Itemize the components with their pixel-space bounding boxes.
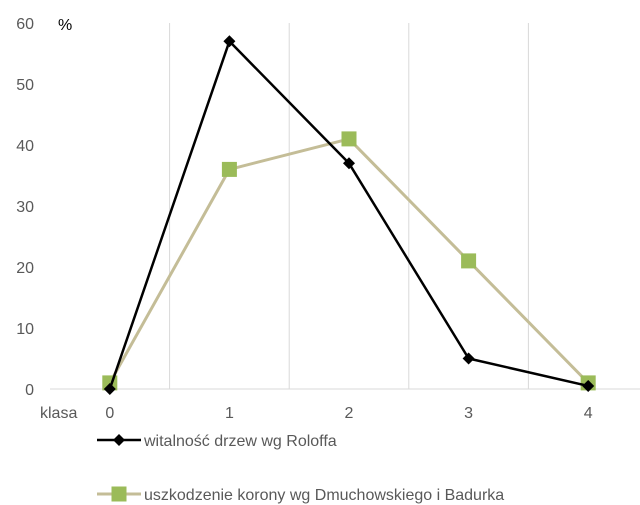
x-tick-label: 2	[345, 405, 354, 422]
legend-marker	[111, 486, 127, 502]
y-axis-unit-label: %	[58, 17, 72, 34]
series-1	[103, 35, 595, 395]
series-line	[108, 40, 589, 390]
y-axis-tick-labels: 0 10 20 30 40 50 60	[16, 16, 34, 399]
vertical-gridlines	[169, 23, 529, 389]
legend-label: uszkodzenie korony wg Dmuchowskiego i Ba…	[144, 487, 504, 504]
data-point	[223, 35, 236, 48]
x-tick-label: 3	[464, 405, 473, 422]
y-tick-label: 0	[25, 382, 34, 399]
legend-item-1: witalność drzew wg Roloffa	[97, 433, 337, 450]
y-tick-label: 40	[16, 138, 34, 155]
legend: witalność drzew wg Roloffa uszkodzenie ko…	[97, 433, 504, 504]
y-tick-label: 30	[16, 199, 34, 216]
y-tick-label: 60	[16, 16, 34, 33]
y-tick-label: 50	[16, 77, 34, 94]
series-2	[102, 131, 596, 391]
data-series	[102, 35, 596, 395]
legend-item-2: uszkodzenie korony wg Dmuchowskiego i Ba…	[97, 486, 504, 504]
series-line	[108, 137, 590, 384]
x-tick-label: 0	[105, 405, 114, 422]
x-axis-title: klasa	[40, 405, 77, 422]
x-axis-tick-labels: 0 1 2 3 4	[105, 405, 592, 422]
data-point	[462, 352, 475, 365]
data-point	[103, 383, 116, 395]
data-point	[221, 161, 237, 177]
x-tick-label: 1	[225, 405, 234, 422]
data-point	[341, 131, 357, 147]
x-tick-label: 4	[584, 405, 593, 422]
legend-label: witalność drzew wg Roloffa	[143, 433, 337, 450]
data-point	[582, 379, 595, 392]
data-point	[343, 157, 355, 170]
y-tick-label: 10	[16, 321, 34, 338]
y-tick-label: 20	[16, 260, 34, 277]
data-point	[461, 253, 477, 269]
legend-marker	[113, 434, 125, 446]
